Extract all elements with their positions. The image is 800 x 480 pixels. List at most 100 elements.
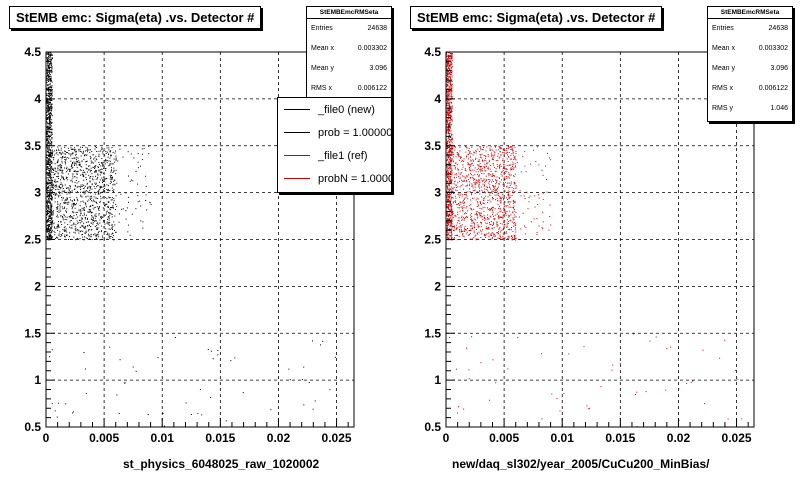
right-data-point bbox=[542, 198, 544, 200]
left-data-point bbox=[312, 408, 314, 410]
right-data-point bbox=[447, 170, 449, 172]
right-data-point bbox=[451, 137, 453, 139]
right-data-point bbox=[456, 224, 458, 226]
left-data-point bbox=[288, 368, 290, 370]
right-data-point bbox=[499, 228, 501, 230]
left-data-point bbox=[72, 411, 74, 413]
right-data-point bbox=[500, 192, 502, 193]
right-data-point bbox=[515, 224, 517, 226]
right-data-point bbox=[451, 93, 453, 95]
left-data-point bbox=[108, 219, 110, 221]
left-data-point bbox=[110, 209, 112, 211]
right-data-point bbox=[447, 233, 449, 235]
right-data-point bbox=[514, 157, 516, 159]
left-data-point bbox=[56, 416, 58, 418]
left-data-point bbox=[111, 187, 113, 189]
right-data-point bbox=[484, 188, 486, 190]
right-data-point bbox=[446, 89, 448, 91]
right-data-point bbox=[468, 229, 470, 231]
right-data-point bbox=[492, 227, 494, 229]
left-data-point bbox=[59, 184, 61, 186]
left-data-point bbox=[95, 215, 97, 217]
right-data-point bbox=[501, 171, 503, 173]
right-data-point bbox=[507, 147, 509, 149]
left-data-point bbox=[108, 217, 110, 219]
right-data-point bbox=[446, 62, 448, 64]
right-data-point bbox=[469, 183, 471, 185]
right-data-point bbox=[481, 165, 483, 167]
left-data-point bbox=[47, 129, 49, 131]
left-data-point bbox=[217, 350, 219, 351]
right-data-point bbox=[469, 151, 471, 153]
left-data-point bbox=[71, 190, 73, 192]
right-data-point bbox=[511, 238, 513, 240]
left-data-point bbox=[91, 216, 93, 218]
left-data-point bbox=[51, 226, 53, 228]
right-data-point bbox=[498, 177, 500, 179]
right-data-point bbox=[493, 155, 495, 157]
right-data-point bbox=[500, 210, 502, 212]
right-data-point bbox=[510, 181, 512, 183]
left-data-point bbox=[76, 197, 78, 199]
right-data-point bbox=[494, 218, 496, 220]
right-data-point bbox=[483, 165, 485, 167]
left-data-point bbox=[100, 162, 102, 163]
right-data-point bbox=[503, 237, 505, 239]
right-data-point bbox=[470, 208, 472, 210]
right-data-point bbox=[448, 139, 450, 141]
right-data-point bbox=[451, 211, 452, 213]
left-data-point bbox=[106, 203, 108, 205]
left-data-point bbox=[65, 202, 67, 204]
right-data-point bbox=[487, 217, 488, 219]
right-data-point bbox=[481, 173, 483, 174]
left-data-point bbox=[51, 231, 53, 233]
left-data-point bbox=[100, 195, 102, 197]
right-data-point bbox=[466, 147, 468, 149]
right-data-point bbox=[460, 156, 461, 158]
right-data-point bbox=[450, 151, 452, 153]
left-data-point bbox=[105, 160, 107, 162]
right-data-point bbox=[451, 148, 453, 150]
left-data-point bbox=[88, 169, 90, 171]
left-data-point bbox=[48, 81, 49, 82]
left-data-point bbox=[48, 216, 50, 218]
left-data-point bbox=[113, 158, 115, 160]
left-data-point bbox=[95, 147, 97, 148]
right-data-point bbox=[451, 212, 453, 214]
right-data-point bbox=[487, 209, 489, 210]
right-data-point bbox=[451, 97, 453, 99]
left-data-point bbox=[207, 349, 209, 350]
left-data-point bbox=[137, 153, 139, 154]
left-data-point bbox=[83, 172, 85, 174]
right-data-point bbox=[482, 159, 483, 161]
right-data-point bbox=[448, 214, 450, 216]
right-data-point bbox=[498, 146, 500, 148]
left-data-point bbox=[79, 210, 81, 212]
left-data-point bbox=[49, 165, 51, 167]
left-data-point bbox=[48, 176, 50, 178]
right-data-point bbox=[456, 412, 458, 414]
left-data-point bbox=[57, 402, 59, 404]
right-data-point bbox=[478, 165, 480, 167]
left-data-point bbox=[98, 170, 100, 172]
right-data-point bbox=[449, 145, 451, 147]
right-data-point bbox=[502, 199, 504, 201]
right-data-point bbox=[446, 195, 448, 197]
left-data-point bbox=[97, 207, 99, 209]
right-data-point bbox=[509, 220, 511, 222]
left-data-point bbox=[64, 184, 66, 186]
right-data-point bbox=[514, 163, 516, 165]
left-data-point bbox=[47, 111, 49, 113]
left-data-point bbox=[79, 161, 81, 163]
left-data-point bbox=[48, 168, 50, 170]
right-data-point bbox=[457, 214, 459, 216]
right-data-point bbox=[476, 213, 477, 215]
right-data-point bbox=[450, 61, 452, 63]
right-data-point bbox=[449, 147, 451, 149]
left-data-point bbox=[50, 236, 52, 238]
left-data-point bbox=[62, 184, 64, 186]
left-data-point bbox=[73, 189, 75, 190]
right-data-point bbox=[448, 123, 450, 125]
left-data-point bbox=[48, 183, 50, 185]
right-data-point bbox=[447, 223, 449, 225]
